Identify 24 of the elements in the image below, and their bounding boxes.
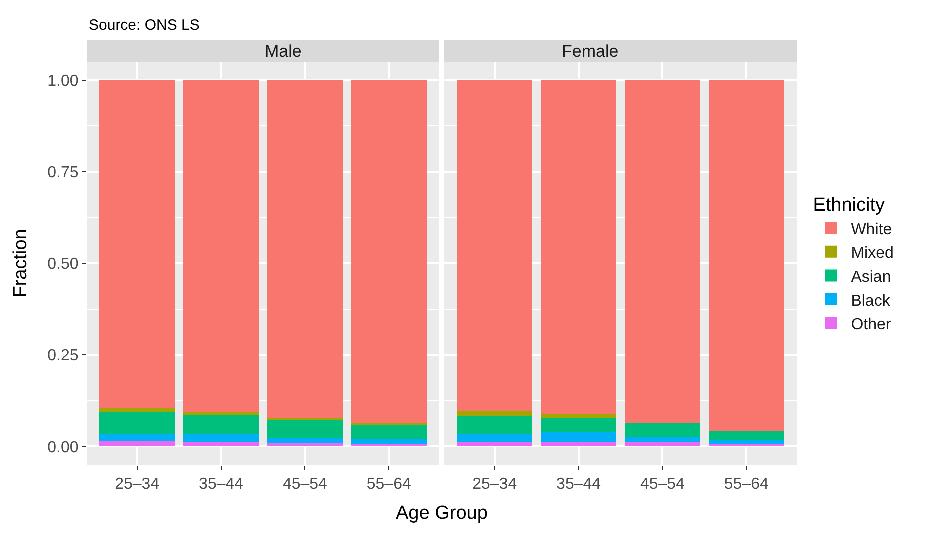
x-tick-label: 35–44 bbox=[556, 476, 602, 494]
y-tick-label: 0.00 bbox=[48, 439, 79, 456]
legend-title: Ethnicity bbox=[813, 195, 886, 216]
y-tick-label: 0.25 bbox=[48, 348, 79, 365]
source-note: Source: ONS LS bbox=[89, 17, 200, 34]
legend-label: Mixed bbox=[851, 245, 894, 262]
x-tick-label: 55–64 bbox=[724, 476, 769, 494]
y-tick-label: 0.50 bbox=[48, 256, 79, 274]
x-tick-label: 25–34 bbox=[472, 476, 518, 494]
chart-title: Female bbox=[562, 42, 619, 61]
y-tick-label: 1.00 bbox=[48, 72, 79, 90]
y-axis-title: Fraction bbox=[10, 229, 32, 298]
x-tick-label: 35–44 bbox=[199, 476, 244, 494]
legend-label: Asian bbox=[851, 268, 892, 286]
x-tick-label: 55–64 bbox=[366, 476, 412, 494]
x-tick-label: 25–34 bbox=[115, 476, 160, 494]
y-tick-label: 0.75 bbox=[48, 164, 79, 182]
x-tick-label: 45–54 bbox=[640, 476, 686, 494]
x-tick-label: 45–54 bbox=[282, 476, 328, 494]
legend-label: Black bbox=[851, 292, 892, 310]
chart-title: Male bbox=[265, 42, 302, 61]
legend-label: Other bbox=[851, 316, 892, 334]
x-axis-title: Age Group bbox=[396, 503, 488, 524]
legend-label: White bbox=[851, 221, 892, 238]
